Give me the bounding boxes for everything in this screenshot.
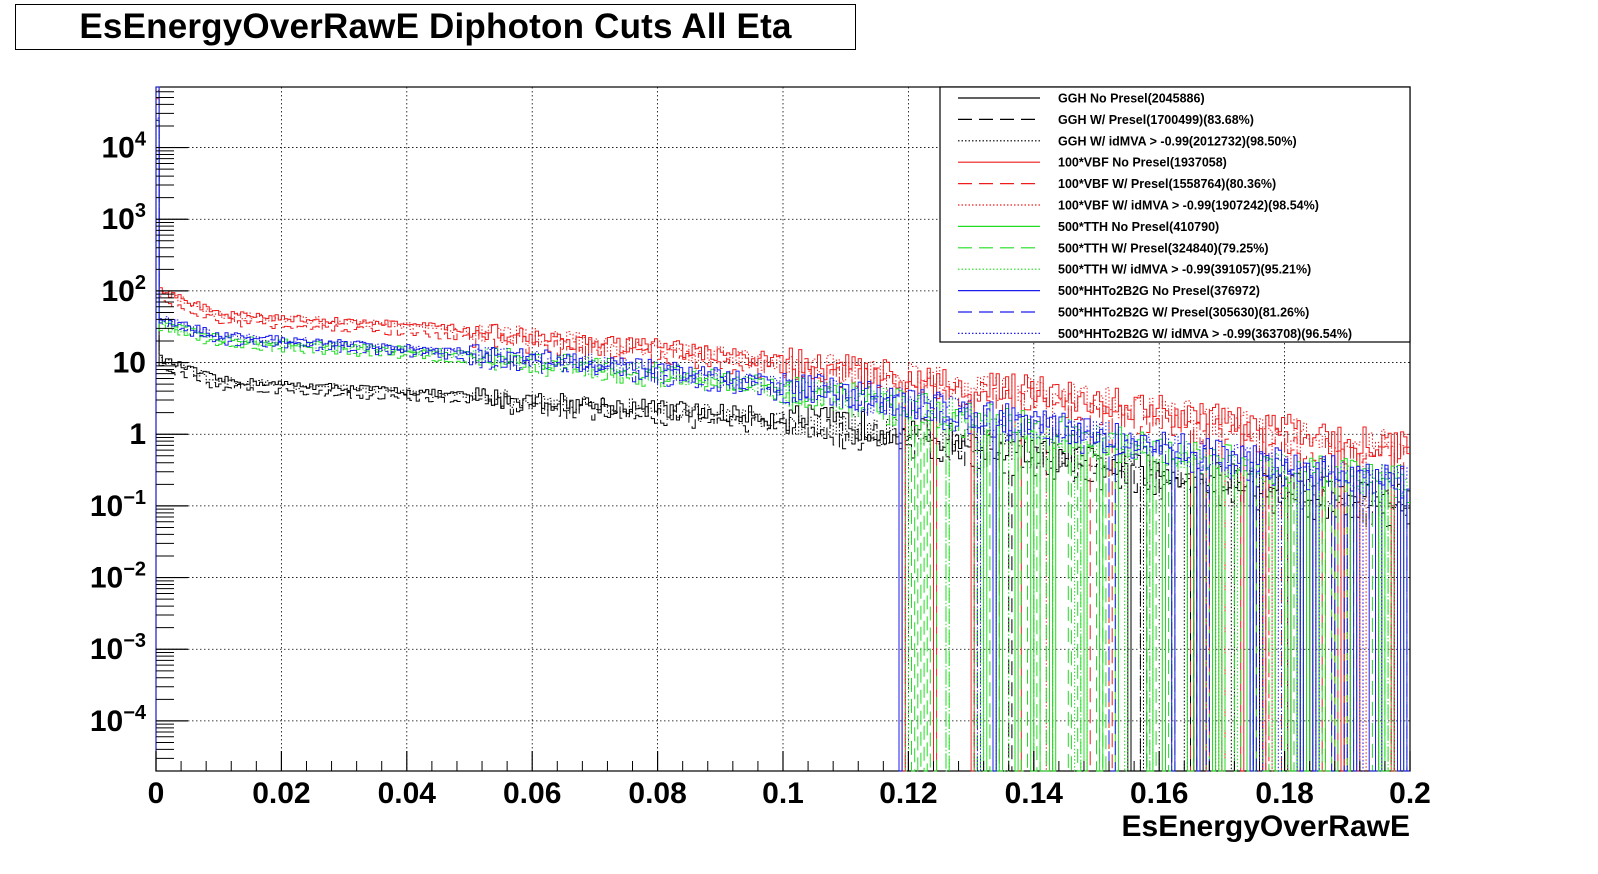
legend-entry-label: GGH No Presel(2045886) [1058,92,1205,106]
chart-title-box: EsEnergyOverRawE Diphoton Cuts All Eta [15,4,856,50]
x-tick-label: 0.18 [1255,777,1313,810]
chart-title: EsEnergyOverRawE Diphoton Cuts All Eta [79,7,792,46]
x-axis-title: EsEnergyOverRawE [1122,810,1410,843]
x-tick-label: 0.12 [879,777,937,810]
axes: 0 0.02 0.04 0.06 0.08 0.1 0.12 0.14 0.16 0.18 0.2 1… [90,91,1431,810]
y-tick-label: 10−4 [90,702,147,738]
x-tick-label: 0.04 [378,777,437,810]
legend-entry-label: 500*TTH W/ idMVA > -0.99(391057)(95.21%) [1058,263,1311,277]
legend: GGH No Presel(2045886) GGH W/ Presel(1700… [939,86,1411,343]
x-tick-label: 0.14 [1005,777,1064,810]
legend-entry-label: 500*HHTo2B2G W/ Presel(305630)(81.26%) [1058,306,1309,320]
y-tick-label: 10−1 [90,487,146,523]
x-tick-label: 0.2 [1389,777,1431,810]
series-histogram [155,86,1410,772]
series-histogram [155,89,1410,772]
legend-entry-label: 100*VBF W/ idMVA > -0.99(1907242)(98.54%… [1058,199,1319,213]
series-histogram [155,158,1410,772]
series-histogram [155,123,1410,772]
legend-entry-label: GGH W/ Presel(1700499)(83.68%) [1058,113,1254,127]
y-tick-label: 104 [102,129,147,165]
legend-entry-label: 100*VBF No Presel(1937058) [1058,156,1227,170]
legend-entry-label: 500*HHTo2B2G W/ idMVA > -0.99(363708)(96… [1058,327,1352,341]
legend-entry-label: 100*VBF W/ Presel(1558764)(80.36%) [1058,177,1276,191]
series-histogram [155,86,1410,772]
x-tick-label: 0.16 [1130,777,1188,810]
y-tick-label: 10−2 [90,559,146,595]
y-tick-label: 10−3 [90,630,146,666]
series-group [155,86,1410,772]
legend-entry-label: GGH W/ idMVA > -0.99(2012732)(98.50%) [1058,134,1297,148]
legend-box [939,86,1411,343]
y-tick-label: 103 [102,200,147,236]
series-histogram [155,117,1410,772]
y-tick-label: 10 [113,347,146,380]
x-tick-label: 0.02 [252,777,310,810]
legend-entry-label: 500*TTH W/ Presel(324840)(79.25%) [1058,241,1269,255]
legend-entry-label: 500*TTH No Presel(410790) [1058,220,1219,234]
x-tick-label: 0.06 [503,777,561,810]
legend-entry-label: 500*HHTo2B2G No Presel(376972) [1058,284,1260,298]
x-tick-label: 0.08 [628,777,686,810]
series-histogram [155,166,1410,772]
x-tick-label: 0 [148,777,165,810]
y-tick-label: 102 [102,272,147,308]
x-tick-label: 0.1 [762,777,804,810]
y-tick-label: 1 [129,418,146,451]
